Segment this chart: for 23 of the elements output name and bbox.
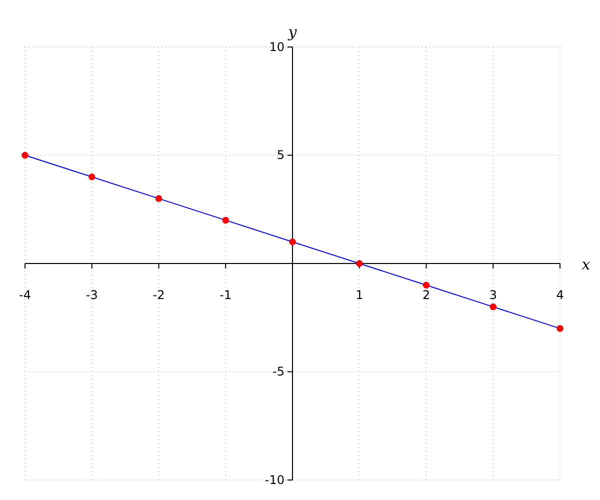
y-axis-title: y: [287, 23, 298, 41]
x-tick-label: 3: [489, 288, 497, 302]
point: [356, 260, 363, 267]
y-tick-label: -10: [264, 472, 284, 487]
x-tick-label: -3: [86, 288, 98, 302]
point: [289, 238, 296, 246]
y-tick-label: -5: [272, 364, 284, 379]
x-tick-label: -2: [152, 288, 165, 302]
x-tick-label: -1: [220, 288, 232, 302]
point: [556, 325, 564, 332]
point: [222, 216, 230, 224]
point: [22, 152, 28, 159]
x-tick-label: 1: [356, 288, 364, 302]
x-tick-label: 2: [422, 288, 430, 302]
point: [422, 282, 430, 289]
y-tick-label: 5: [276, 148, 284, 162]
x-axis-title: x: [582, 256, 591, 274]
point: [155, 195, 162, 202]
x-tick-label: -4: [19, 288, 31, 302]
y-tick-label: 10: [269, 40, 284, 54]
x-tick-label: 4: [556, 288, 564, 302]
point: [88, 174, 96, 180]
point: [490, 303, 497, 310]
